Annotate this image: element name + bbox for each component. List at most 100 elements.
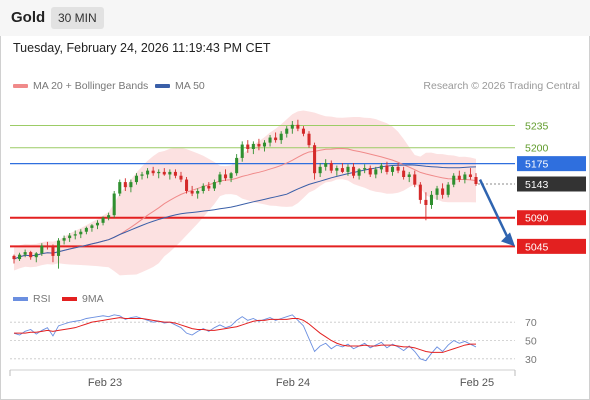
- candle-body: [357, 169, 361, 176]
- rsi-legend-label: RSI: [33, 293, 51, 305]
- candle-body: [212, 182, 216, 189]
- candle-body: [290, 124, 294, 129]
- rsi-legend-swatch: [13, 297, 28, 301]
- candle-body: [379, 165, 383, 170]
- candle-body: [368, 168, 372, 175]
- candle-body: [12, 255, 16, 260]
- support-label: 5090: [525, 213, 549, 225]
- candle-body: [296, 124, 300, 129]
- candle-body: [313, 145, 317, 174]
- candle-body: [463, 174, 467, 180]
- ma50-legend-label: MA 50: [175, 80, 205, 92]
- timeframe-button[interactable]: 30 MIN: [51, 7, 104, 29]
- candle-body: [196, 191, 200, 194]
- candle-body: [162, 171, 166, 175]
- candle-body: [396, 166, 400, 171]
- candle-body: [107, 215, 111, 218]
- ma20-legend-label: MA 20 + Bollinger Bands: [33, 80, 149, 92]
- candle-body: [402, 170, 406, 177]
- candle-body: [424, 199, 428, 205]
- candle-body: [101, 217, 105, 223]
- candle-body: [390, 166, 395, 172]
- candle-body: [240, 144, 244, 158]
- bollinger-band: [14, 110, 476, 276]
- candle-body: [173, 171, 177, 176]
- candle-body: [468, 174, 472, 177]
- candle-body: [374, 169, 378, 175]
- candle-body: [140, 174, 144, 176]
- candle-body: [51, 247, 55, 256]
- candle-body: [62, 238, 66, 241]
- resistance-label: 5235: [525, 120, 549, 132]
- last-price-tag: [517, 176, 586, 192]
- resistance-label: 5200: [525, 143, 549, 155]
- candle-body: [251, 143, 255, 149]
- candle-body: [452, 175, 456, 185]
- x-tick-label: Feb 25: [460, 377, 494, 389]
- candle-body: [229, 173, 233, 179]
- candle-body: [429, 194, 434, 205]
- candle-body: [179, 175, 183, 180]
- ma50-legend-swatch: [155, 84, 170, 88]
- candle-body: [73, 234, 77, 236]
- rsi-tick-label: 30: [525, 354, 537, 366]
- candle-body: [218, 174, 222, 183]
- candle-body: [185, 179, 189, 191]
- x-tick-label: Feb 23: [88, 377, 122, 389]
- candle-body: [474, 177, 478, 184]
- timestamp: Tuesday, February 24, 2026 11:19:43 PM C…: [13, 41, 271, 55]
- x-tick-label: Feb 24: [276, 377, 310, 389]
- candle-body: [90, 225, 94, 228]
- candle-body: [446, 184, 450, 195]
- candle-body: [112, 193, 116, 216]
- candle-body: [329, 163, 333, 171]
- rsi-line: [13, 314, 477, 362]
- candle-body: [301, 128, 305, 134]
- candle-body: [118, 182, 122, 194]
- candle-body: [318, 166, 322, 174]
- candle-body: [157, 171, 161, 174]
- candle-body: [123, 182, 127, 188]
- candle-body: [151, 170, 155, 174]
- projection-arrow-line: [478, 179, 510, 239]
- support-tag: [517, 238, 586, 254]
- candle-body: [190, 191, 194, 194]
- candle-body: [207, 185, 211, 189]
- candle-body: [352, 166, 356, 176]
- rsi-ma-legend-swatch: [62, 297, 77, 301]
- candle-body: [95, 222, 100, 226]
- projection-arrowhead: [501, 232, 515, 247]
- candle-body: [40, 245, 44, 254]
- candle-body: [340, 168, 344, 172]
- candle-body: [335, 168, 339, 171]
- support-tag: [517, 210, 586, 226]
- candle-body: [435, 188, 439, 195]
- candle-body: [262, 142, 267, 147]
- candle-body: [363, 168, 367, 170]
- candle-body: [34, 253, 38, 258]
- candle-body: [201, 185, 205, 191]
- candle-body: [307, 133, 311, 146]
- candle-body: [413, 174, 417, 185]
- candle-body: [235, 157, 239, 174]
- candle-body: [45, 245, 49, 247]
- candle-body: [274, 137, 278, 141]
- candle-body: [268, 137, 272, 143]
- candle-body: [285, 128, 289, 134]
- candle-body: [279, 133, 283, 141]
- ma20-legend-swatch: [13, 84, 28, 88]
- candle-body: [23, 252, 27, 255]
- candle-body: [68, 235, 72, 239]
- candle-body: [168, 171, 172, 175]
- support-label: 5045: [525, 241, 549, 253]
- candle-body: [146, 170, 150, 175]
- symbol-title: Gold: [11, 9, 46, 26]
- candle-body: [457, 175, 461, 180]
- candle-body: [18, 254, 22, 260]
- candle-body: [56, 240, 61, 256]
- candle-body: [129, 182, 133, 188]
- candle-body: [385, 165, 389, 172]
- candle-body: [29, 252, 33, 258]
- candle-body: [441, 188, 445, 195]
